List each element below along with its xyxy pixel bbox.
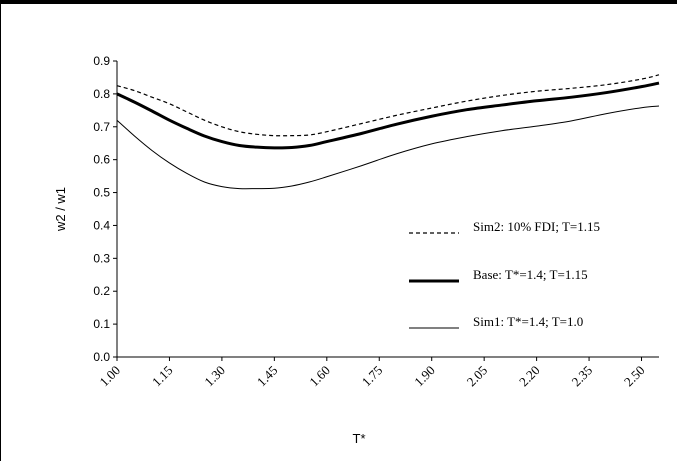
x-tick-label: 1.30 [201, 363, 228, 390]
y-tick-label: 0.9 [93, 54, 110, 68]
y-tick-label: 0.3 [93, 251, 110, 265]
x-axis-title: T* [353, 431, 366, 446]
y-tick-label: 0.2 [93, 284, 110, 298]
x-tick-label: 2.05 [464, 363, 491, 390]
line-chart: 0.0 0.1 0.2 0.3 0.4 0.5 0.6 0.7 0.8 0.9 1.00 1.15 1.… [53, 54, 660, 446]
y-tick-label: 0.1 [93, 317, 110, 331]
series-line-thin [116, 105, 660, 190]
series-line-dashed [116, 74, 660, 137]
y-axis-title: w2 / w1 [53, 187, 68, 232]
x-tick-label: 1.90 [411, 363, 438, 390]
series-layer [116, 74, 660, 190]
legend-label: Base: T*=1.4; T=1.15 [473, 267, 588, 282]
x-tick-label: 1.45 [254, 363, 281, 390]
y-tick-label: 0.0 [93, 350, 110, 364]
y-tick-label: 0.4 [93, 218, 110, 232]
x-tick-label: 2.20 [516, 363, 543, 390]
y-tick-label: 0.8 [93, 87, 110, 101]
y-tick-label: 0.7 [93, 120, 110, 134]
legend-label: Sim2: 10% FDI; T=1.15 [473, 219, 600, 234]
legend: Sim2: 10% FDI; T=1.15 Base: T*=1.4; T=1.1… [409, 219, 600, 329]
x-tick-label: 1.75 [359, 363, 386, 390]
y-tick-label: 0.6 [93, 153, 110, 167]
x-tick-label: 2.35 [568, 363, 595, 390]
x-tick-label: 2.50 [621, 363, 648, 390]
series-line-thick [116, 81, 660, 150]
y-tick-label: 0.5 [93, 186, 110, 200]
x-tick-label: 1.15 [149, 363, 176, 390]
legend-label: Sim1: T*=1.4; T=1.0 [473, 314, 583, 329]
x-tick-label: 1.60 [306, 363, 333, 390]
x-tick-label: 1.00 [96, 363, 123, 390]
